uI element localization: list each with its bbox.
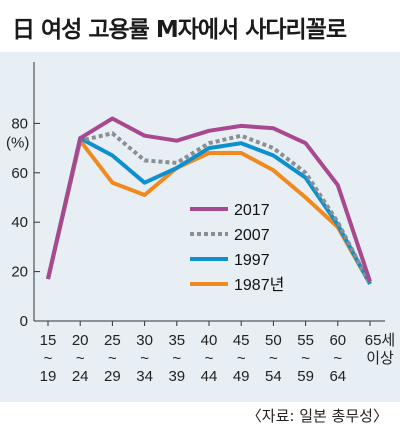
x-tick-label: ~: [269, 350, 278, 367]
x-tick-label: ~: [172, 350, 181, 367]
x-tick-label: 60: [329, 332, 346, 349]
x-tick-label: ~: [205, 350, 214, 367]
legend-label: 2007: [234, 227, 270, 244]
y-tick-label: 0: [20, 313, 28, 330]
chart-title: 日 여성 고용률 M자에서 사다리꼴로: [12, 17, 347, 43]
x-tick-label: 15: [40, 332, 57, 349]
line-chart: 020406080(%)15~1920~2425~2930~3435~3940~…: [6, 62, 396, 385]
y-tick-label: 80: [11, 115, 28, 132]
x-tick-label: 24: [72, 368, 89, 385]
series-line-2007: [46, 131, 372, 285]
series-line-2017: [46, 116, 372, 283]
x-tick-label: 39: [168, 368, 185, 385]
legend-label: 1987년: [234, 276, 284, 294]
x-tick-label: 30: [136, 332, 153, 349]
x-tick-label: 34: [136, 368, 153, 385]
x-tick-label: 55: [297, 332, 314, 349]
legend-label: 2017: [234, 202, 270, 219]
x-tick-label: 45: [233, 332, 250, 349]
series-line-1997: [46, 136, 372, 285]
x-tick-label: ~: [333, 350, 342, 367]
x-tick-label: 25: [104, 332, 121, 349]
x-tick-label: 40: [201, 332, 218, 349]
x-tick-label: 35: [168, 332, 185, 349]
y-tick-label: 60: [11, 165, 28, 182]
x-tick-label: ~: [108, 350, 117, 367]
x-tick-label: ~: [140, 350, 149, 367]
x-tick-label: 65세: [365, 332, 396, 349]
y-tick-label: 20: [11, 264, 28, 281]
x-tick-label: 64: [329, 368, 346, 385]
x-tick-label: 20: [72, 332, 89, 349]
series-line-1987: [46, 138, 372, 285]
x-tick-label: 19: [40, 368, 57, 385]
legend-label: 1997: [234, 252, 270, 269]
x-tick-label: ~: [76, 350, 85, 367]
x-tick-label: 59: [297, 368, 314, 385]
source-note: 〈자료: 일본 총무성〉: [246, 407, 388, 425]
y-tick-label: 40: [11, 214, 28, 231]
x-tick-label: 이상: [366, 350, 394, 367]
x-tick-label: ~: [301, 350, 310, 367]
x-tick-label: ~: [237, 350, 246, 367]
x-tick-label: ~: [44, 350, 53, 367]
x-tick-label: 50: [265, 332, 282, 349]
x-tick-label: 44: [201, 368, 218, 385]
chart-panel: 0 20 40 60 80 (%) 15 ~19 20 ~24 25 ~29 30 ~34 35 ~39 40 ~…: [0, 52, 400, 402]
x-tick-label: 54: [265, 368, 282, 385]
y-axis-unit-label: (%): [6, 134, 29, 151]
x-tick-label: 29: [104, 368, 121, 385]
x-tick-label: 49: [233, 368, 250, 385]
